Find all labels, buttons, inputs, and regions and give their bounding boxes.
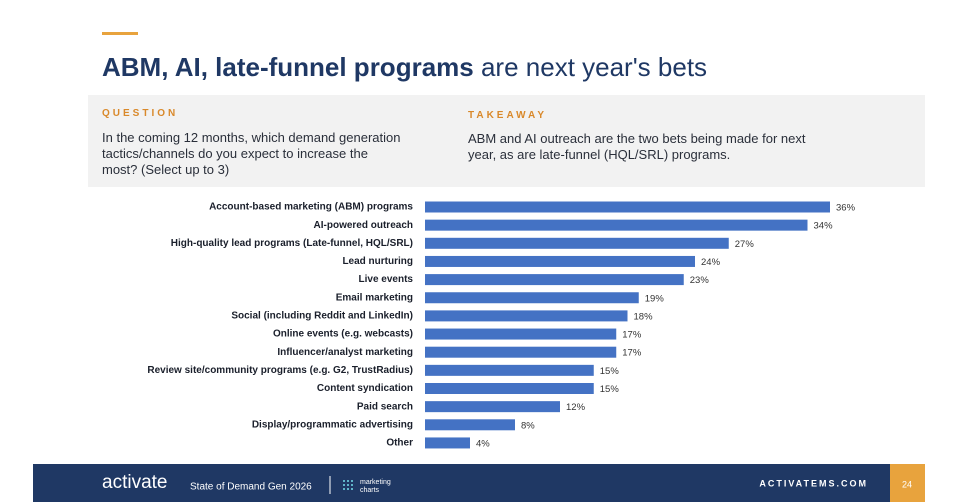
category-label: Lead nurturing: [342, 256, 413, 267]
category-label: Account-based marketing (ABM) programs: [209, 202, 413, 213]
page-box: [890, 464, 925, 502]
bar: [425, 219, 808, 231]
site: ACTIVATEMS.COM: [759, 478, 868, 488]
category-label: Other: [386, 438, 413, 449]
value-label: 23%: [690, 275, 710, 286]
bar: [425, 201, 830, 213]
category-label: Display/programmatic advertising: [252, 419, 413, 430]
bar: [425, 328, 617, 340]
value-label: 4%: [476, 438, 490, 449]
bar: [425, 292, 639, 304]
bar: [425, 274, 684, 286]
bar: [425, 237, 729, 249]
category-label: Online events (e.g. webcasts): [273, 329, 413, 340]
value-label: 15%: [600, 384, 620, 395]
value-label: 27%: [735, 239, 755, 250]
footer-bar: [33, 464, 890, 502]
value-label: 34%: [814, 221, 834, 232]
accent: [102, 32, 138, 35]
value-label: 18%: [634, 311, 654, 322]
bar: [425, 383, 594, 394]
bar: [425, 255, 695, 267]
value-label: 12%: [566, 402, 586, 413]
value-label: 17%: [622, 348, 642, 359]
title-bold: ABM, AI, late-funnel programs: [102, 52, 474, 82]
bar: [425, 310, 628, 322]
info-box: [88, 95, 925, 187]
report: State of Demand Gen 2026: [190, 482, 312, 493]
category-label: Paid search: [357, 401, 413, 412]
category-label: Review site/community programs (e.g. G2,…: [147, 365, 413, 376]
value-label: 36%: [836, 203, 856, 214]
title: ABM, AI, late-funnel programs are next y…: [102, 52, 707, 83]
takeaway-label: TAKEAWAY: [468, 110, 548, 121]
bar: [425, 401, 560, 413]
category-label: Influencer/analyst marketing: [277, 347, 413, 358]
value-label: 17%: [622, 330, 642, 341]
takeaway-text: ABM and AI outreach are the two bets bei…: [468, 131, 806, 162]
category-label: Social (including Reddit and LinkedIn): [231, 311, 413, 322]
value-label: 24%: [701, 257, 721, 268]
category-label: Live events: [359, 274, 414, 285]
partner-line2: charts: [360, 487, 380, 494]
partner-line1: marketing: [360, 479, 391, 486]
question-text: In the coming 12 months, which demand ge…: [102, 130, 401, 177]
category-label: AI-powered outreach: [314, 220, 413, 231]
bar: [425, 437, 470, 449]
partner-icon: [343, 480, 353, 490]
value-label: 19%: [645, 293, 665, 304]
bar: [425, 419, 515, 431]
category-label: Email marketing: [336, 292, 413, 303]
value-label: 15%: [600, 366, 620, 377]
value-label: 8%: [521, 420, 535, 431]
title-rest: are next year's bets: [480, 52, 708, 82]
question-label: QUESTION: [102, 108, 179, 119]
category-label: Content syndication: [317, 383, 413, 394]
bar: [425, 364, 594, 376]
category-label: High-quality lead programs (Late-funnel,…: [171, 238, 413, 249]
brand: activate: [102, 472, 167, 493]
page-number: 24: [902, 479, 912, 489]
bar: [425, 346, 617, 358]
